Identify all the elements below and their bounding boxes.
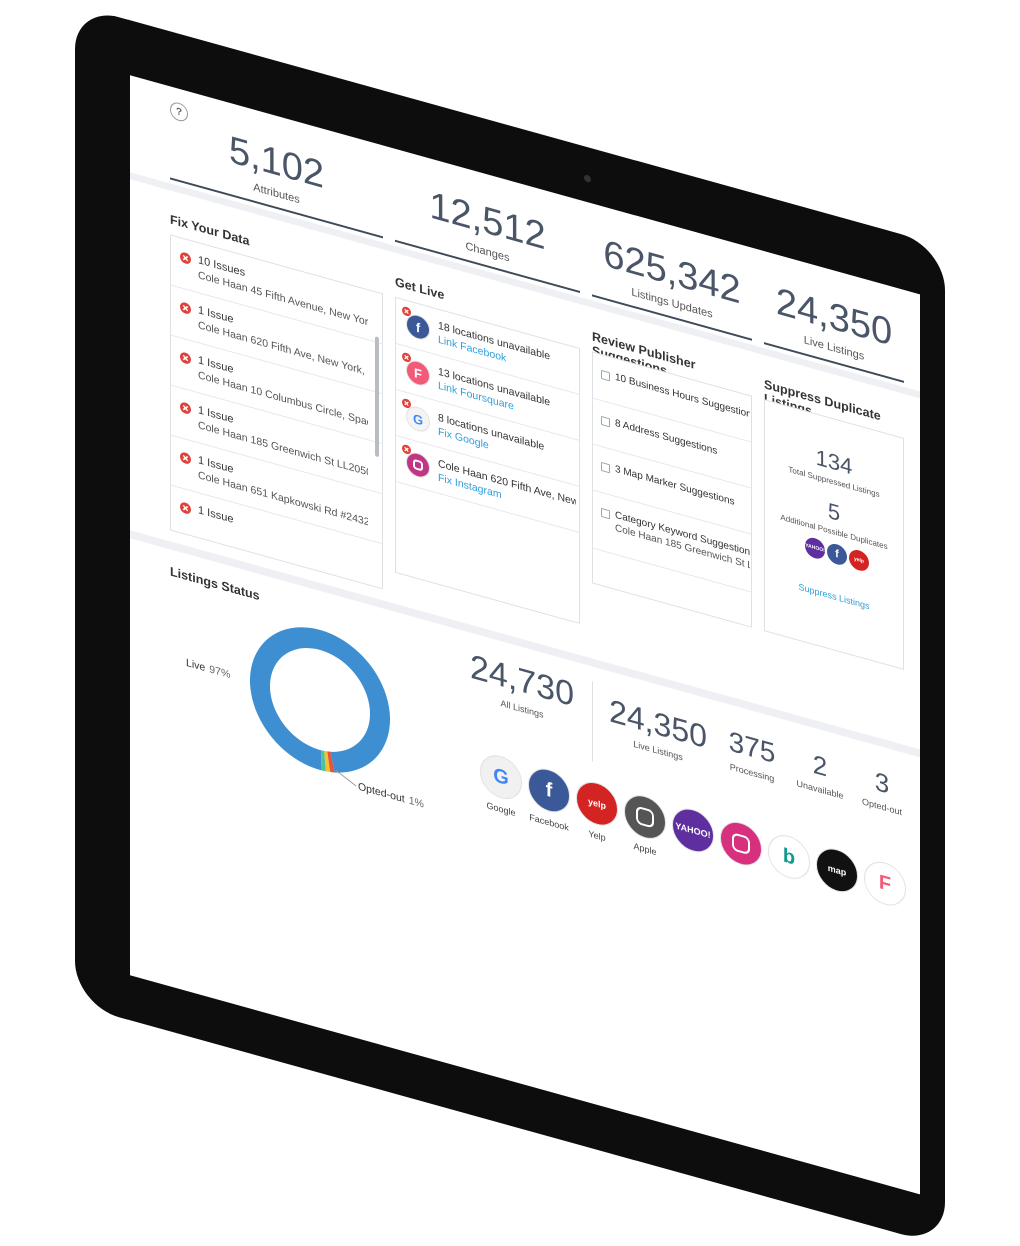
logo (624, 790, 666, 844)
error-cross (404, 354, 409, 361)
error-cross (182, 354, 189, 362)
error-icon (180, 402, 191, 414)
issue-row[interactable]: 1 Issue (171, 485, 382, 590)
screen: ? 5,102 Attributes 12,512 Changes 625,342 List… (130, 75, 920, 1195)
edit-icon (601, 461, 610, 474)
error-icon (180, 502, 191, 514)
leader-line (335, 769, 357, 787)
scrollbar (375, 336, 379, 458)
error-icon (402, 444, 411, 455)
logo: F (864, 856, 906, 911)
logo-glyph: b (782, 843, 796, 870)
suppress-link[interactable]: Suppress Listings (798, 581, 870, 612)
donut-slice (327, 751, 335, 773)
error-icon (402, 398, 411, 409)
error-cross (182, 304, 189, 312)
get-live-row: F 13 locations unavailable Link Foursquare (396, 344, 579, 441)
camera (584, 174, 591, 184)
error-cross (182, 504, 189, 512)
error-cross (182, 254, 189, 262)
logo-glyph: G (493, 763, 509, 790)
publisher-name: Apple (633, 840, 657, 858)
logo: b (768, 830, 810, 884)
logo: YAHOO! (672, 803, 714, 858)
stat-separator (592, 681, 593, 762)
get-live-row: f 18 locations unavailable Link Facebook (396, 298, 579, 395)
logo: f (528, 763, 570, 818)
error-icon (402, 352, 411, 363)
issue-row[interactable]: 1 Issue Cole Haan 620 Fifth Ave, New York… (171, 285, 382, 395)
logo-glyph: yelp (587, 796, 606, 812)
logo-shape (731, 831, 751, 856)
logo-glyph: f (415, 319, 421, 336)
page: ? 5,102 Attributes 12,512 Changes 625,342 List… (75, 5, 945, 1246)
error-cross (404, 446, 409, 453)
logo (720, 816, 762, 871)
logo: G (480, 750, 522, 804)
edit-icon (601, 369, 610, 382)
duplicate-source-icon: yelp (849, 547, 869, 574)
error-cross (182, 454, 189, 462)
duplicate-source-icon: YAHOO! (805, 535, 825, 561)
issue-row[interactable]: 1 Issue Cole Haan 10 Columbus Circle, Spa… (171, 335, 382, 445)
logo: yelp (576, 776, 618, 831)
logo: map (816, 843, 858, 898)
edit-icon (601, 507, 610, 520)
get-live-row: Cole Haan 620 Fifth Ave, New York...Fix … (396, 436, 579, 533)
logo-shape (635, 805, 655, 830)
logo-glyph: F (414, 364, 422, 382)
fix-data-panel: 10 Issues Cole Haan 45 Fifth Avenue, New … (170, 234, 383, 590)
duplicate-source-icon: f (827, 541, 847, 568)
error-cross (404, 308, 409, 315)
logo-glyph: map (827, 862, 847, 878)
error-icon (180, 252, 191, 264)
edit-icon (601, 415, 610, 428)
logo-glyph: F (878, 870, 892, 896)
donut-slice (324, 750, 331, 773)
monitor: ? 5,102 Attributes 12,512 Changes 625,342 List… (75, 5, 945, 1246)
error-icon (180, 302, 191, 314)
issue-title: 1 Issue (198, 504, 234, 526)
suppress-panel: 134 Total Suppressed Listings 5 Additional … (764, 399, 904, 670)
logo-glyph: f (545, 778, 553, 802)
donut-slice (321, 750, 326, 772)
issue-row[interactable]: 10 Issues Cole Haan 45 Fifth Avenue, New … (171, 235, 382, 345)
logo-shape (412, 458, 424, 473)
error-cross (182, 404, 189, 412)
error-icon (180, 452, 191, 464)
issue-row[interactable]: 1 Issue Cole Haan 651 Kapkowski Rd #2432.… (171, 435, 382, 545)
publisher-panel: 10 Business Hours Suggestions 8 Address S… (592, 351, 752, 628)
get-live-panel: f 18 locations unavailable Link Facebook F 1… (395, 296, 580, 625)
donut-chart (250, 627, 390, 787)
logo-glyph: YAHOO! (675, 820, 711, 841)
error-icon (180, 352, 191, 364)
error-icon (402, 306, 411, 317)
error-cross (404, 400, 409, 407)
donut-slice (250, 627, 390, 773)
logo-glyph: G (412, 410, 424, 429)
issue-row[interactable]: 1 Issue Cole Haan 185 Greenwich St LL2050… (171, 385, 382, 495)
